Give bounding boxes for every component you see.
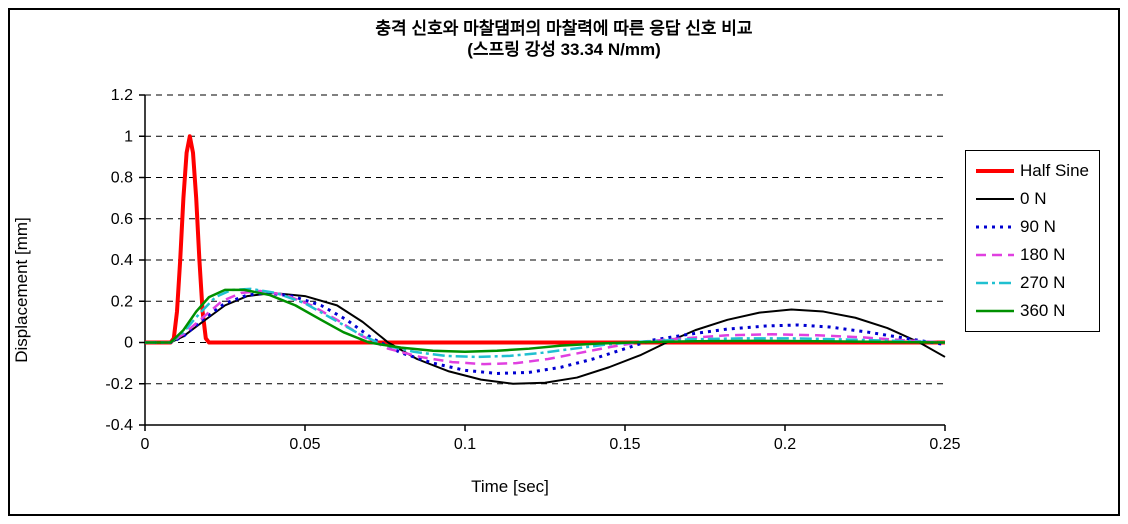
svg-text:-0.4: -0.4 — [105, 417, 133, 434]
legend-swatch — [976, 189, 1014, 209]
svg-text:0: 0 — [141, 436, 150, 453]
legend-swatch — [976, 245, 1014, 265]
legend-swatch — [976, 217, 1014, 237]
title-line-2: (스프링 강성 33.34 N/mm) — [467, 40, 660, 59]
svg-text:0.2: 0.2 — [774, 436, 796, 453]
page-root: 충격 신호와 마찰댐퍼의 마찰력에 따른 응답 신호 비교 (스프링 강성 33… — [0, 0, 1128, 524]
title-line-1: 충격 신호와 마찰댐퍼의 마찰력에 따른 응답 신호 비교 — [375, 19, 752, 38]
svg-text:0.1: 0.1 — [454, 436, 476, 453]
chart-title: 충격 신호와 마찰댐퍼의 마찰력에 따른 응답 신호 비교 (스프링 강성 33… — [10, 18, 1118, 61]
svg-text:-0.2: -0.2 — [105, 376, 133, 393]
legend-item: 0 N — [976, 185, 1089, 213]
svg-text:0.05: 0.05 — [289, 436, 320, 453]
plot-container: Displacement [mm] 00.050.10.150.20.25-0.… — [50, 85, 970, 495]
chart-svg: 0 0.05 0.1 0.15 0.2 0.25 -0.4 -0.2 0 0.2 0.4 0.6 0.8… — [50, 85, 970, 465]
svg-text:1: 1 — [124, 128, 133, 145]
legend-item: 90 N — [976, 213, 1089, 241]
svg-text:1.2: 1.2 — [111, 87, 133, 104]
svg-text:0: 0 — [124, 335, 133, 352]
legend-swatch — [976, 301, 1014, 321]
svg-text:0.2: 0.2 — [111, 293, 133, 310]
legend-item: 270 N — [976, 269, 1089, 297]
legend-label: Half Sine — [1020, 161, 1089, 181]
legend-item: 360 N — [976, 297, 1089, 325]
legend-swatch — [976, 273, 1014, 293]
svg-text:0.4: 0.4 — [111, 252, 133, 269]
x-axis-label: Time [sec] — [50, 477, 970, 497]
svg-text:0.25: 0.25 — [929, 436, 960, 453]
legend-swatch — [976, 161, 1014, 181]
legend-item: 180 N — [976, 241, 1089, 269]
legend-label: 180 N — [1020, 245, 1065, 265]
y-axis-label: Displacement [mm] — [12, 217, 32, 362]
legend-label: 0 N — [1020, 189, 1046, 209]
legend-item: Half Sine — [976, 157, 1089, 185]
legend: Half Sine 0 N 90 N 180 N 270 N 360 N — [965, 150, 1100, 332]
svg-text:0.6: 0.6 — [111, 211, 133, 228]
svg-text:0.15: 0.15 — [609, 436, 640, 453]
legend-label: 90 N — [1020, 217, 1056, 237]
chart-frame: 충격 신호와 마찰댐퍼의 마찰력에 따른 응답 신호 비교 (스프링 강성 33… — [8, 8, 1120, 516]
legend-label: 360 N — [1020, 301, 1065, 321]
legend-label: 270 N — [1020, 273, 1065, 293]
svg-text:0.8: 0.8 — [111, 170, 133, 187]
